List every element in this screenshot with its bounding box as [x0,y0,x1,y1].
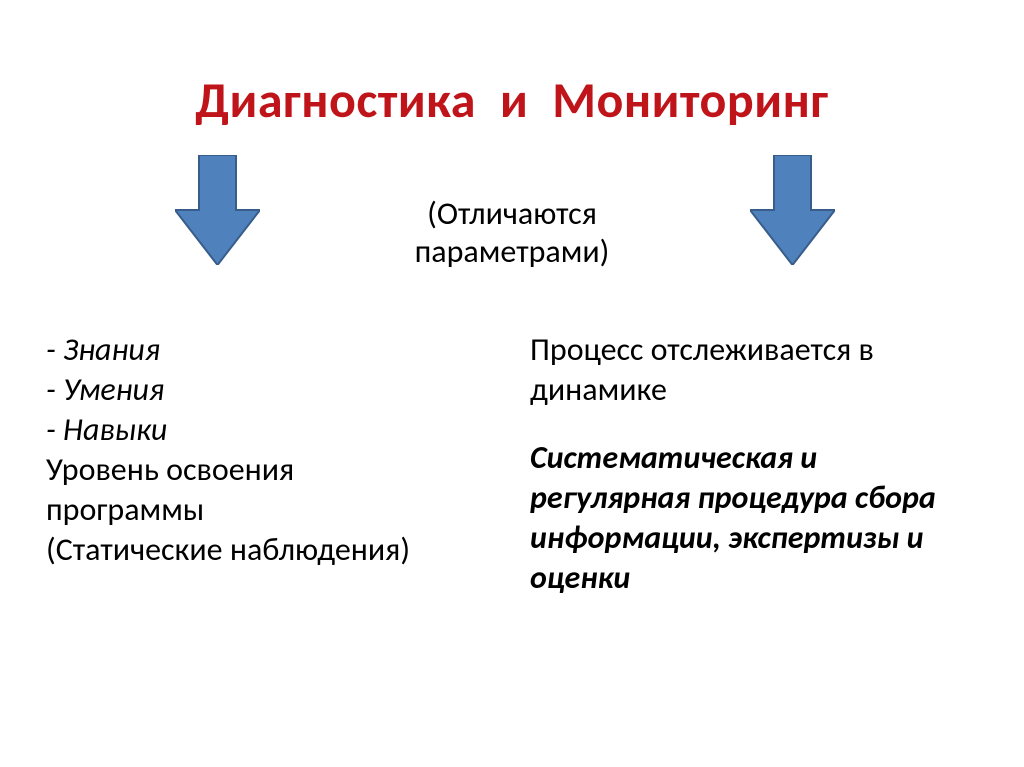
subtitle-line-1: (Отличаются [427,194,597,233]
left-text-2: (Статические наблюдения) [46,530,446,570]
left-text-1: Уровень освоения программы [46,450,446,530]
title-part-2: и [500,70,528,131]
left-item-2: - Умения [46,370,446,410]
right-text-2: Систематическая и регулярная процедура с… [530,438,970,598]
subtitle: (Отличаются параметрами) [0,195,1024,272]
left-item-3: - Навыки [46,410,446,450]
slide-title: Диагностика и Мониторинг [0,70,1024,131]
left-column: - Знания - Умения - Навыки Уровень освое… [46,330,446,570]
right-column: Процесс отслеживается в динамике Система… [530,330,970,598]
right-text-1: Процесс отслеживается в динамике [530,330,970,410]
title-part-1: Диагностика [195,70,476,131]
title-part-3: Мониторинг [552,70,828,131]
subtitle-line-2: параметрами) [415,232,610,271]
left-item-1: - Знания [46,330,446,370]
